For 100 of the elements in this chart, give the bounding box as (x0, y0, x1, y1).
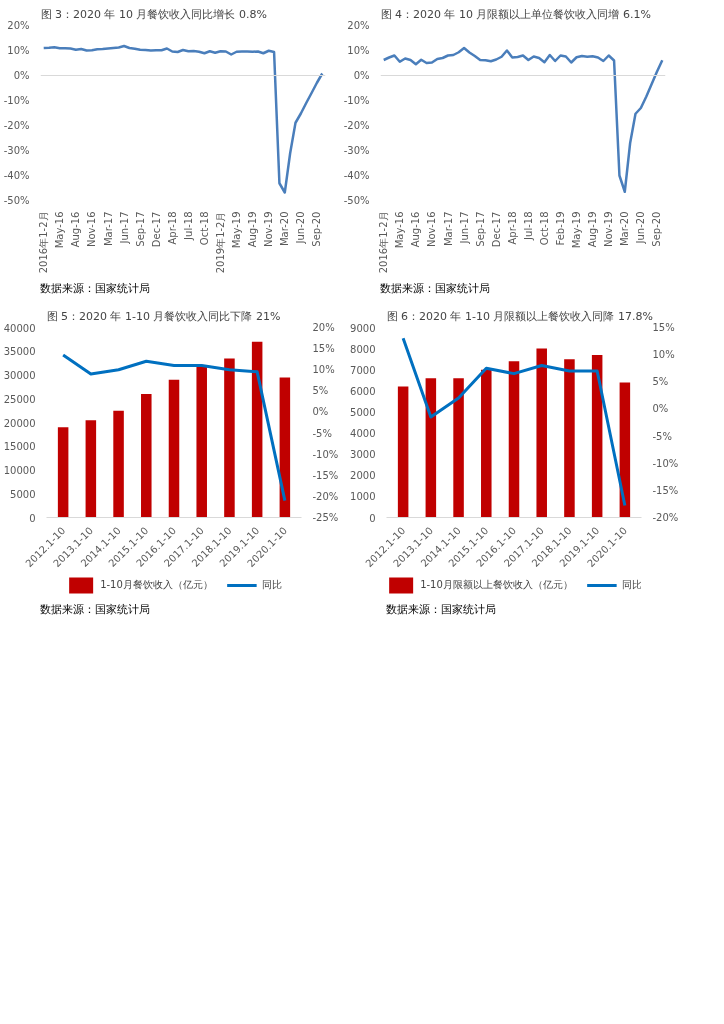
line-series (61, 353, 287, 502)
legend-label: 1-10月餐饮收入（亿元） (100, 577, 213, 592)
y-tick-label: 25000 (3, 393, 36, 405)
legend-label: 同比 (621, 577, 642, 592)
y-tick-label: 15000 (3, 440, 36, 452)
y-tick-label: 5000 (10, 488, 36, 500)
x-tick-label: Sep-17 (474, 211, 486, 247)
y-tick-label: 10000 (3, 464, 36, 476)
chart-title: 图 6：2020 年 1-10 月限额以上餐饮收入同降 17.8% (386, 309, 653, 323)
y-tick-label: -20% (3, 120, 30, 131)
source-note: 数据来源：国家统计局 (380, 281, 490, 297)
x-tick-label: Nov-19 (263, 211, 275, 248)
y2-tick-label: 5% (312, 385, 329, 397)
y-tick-label: -10% (343, 95, 370, 106)
y-tick-label: 20000 (3, 417, 36, 429)
bar (85, 419, 97, 518)
x-tick-label: Jul-18 (182, 211, 194, 241)
y-tick-label: 7000 (350, 364, 376, 376)
y-tick-label: 3000 (350, 448, 376, 460)
x-tick-label: Jun-20 (635, 211, 647, 245)
bar (168, 379, 180, 518)
x-tick-label: Jun-20 (295, 211, 307, 245)
y2-tick-label: -25% (312, 511, 339, 523)
y2-tick-label: -10% (652, 457, 679, 469)
x-tick-label: May-16 (394, 211, 406, 249)
bar (397, 386, 409, 518)
y-tick-label: 0 (29, 512, 36, 524)
y-tick-label: -10% (3, 95, 30, 106)
y-tick-label: 0% (13, 70, 30, 81)
y2-tick-label: -15% (312, 469, 339, 481)
x-tick-label: May-19 (571, 211, 583, 249)
source-note: 数据来源：国家统计局 (386, 601, 496, 618)
x-tick-label: May-19 (231, 211, 243, 249)
bar (425, 377, 437, 518)
x-tick-label: Jul-18 (522, 211, 534, 241)
y-tick-label: -50% (3, 195, 30, 206)
x-tick-label: Mar-20 (619, 211, 631, 247)
x-tick-label: Aug-19 (247, 211, 259, 248)
bar (508, 360, 520, 518)
bar (196, 365, 207, 518)
x-tick-label: Mar-17 (442, 211, 454, 247)
y2-tick-label: -20% (652, 511, 679, 523)
x-tick-label: Aug-19 (587, 211, 599, 248)
x-tick-label: Dec-17 (150, 211, 162, 248)
x-tick-label: 2019年1-2月 (215, 211, 226, 274)
y2-tick-label: -5% (652, 430, 672, 442)
y2-tick-label: 10% (652, 348, 675, 360)
y-tick-label: 6000 (350, 385, 376, 397)
x-tick-label: May-16 (54, 211, 66, 249)
bar (481, 369, 492, 518)
y-tick-label: -40% (343, 170, 370, 181)
x-tick-label: 2016年1-2月 (38, 211, 50, 274)
chart-title: 图 4：2020 年 10 月限额以上单位餐饮收入同增 6.1% (380, 7, 651, 21)
line-series (42, 44, 324, 194)
bar (141, 393, 152, 518)
y2-tick-label: 15% (652, 321, 675, 333)
y2-tick-label: -20% (312, 490, 339, 502)
y-tick-label: -30% (3, 145, 30, 156)
y-tick-label: -50% (343, 195, 370, 206)
x-tick-label: Apr-18 (166, 211, 178, 245)
y2-tick-label: -5% (312, 427, 332, 439)
x-tick-label: Nov-16 (86, 211, 98, 248)
y2-tick-label: 5% (652, 375, 669, 387)
x-tick-label: Dec-17 (490, 211, 502, 248)
y-tick-label: 40000 (3, 322, 36, 334)
source-note: 数据来源：国家统计局 (40, 601, 150, 618)
x-tick-label: Sep-20 (311, 211, 323, 247)
legend-label: 1-10月限额以上餐饮收入（亿元） (420, 577, 573, 592)
bar (564, 358, 575, 518)
legend-label: 同比 (261, 577, 282, 592)
y-tick-label: 10% (7, 45, 30, 56)
x-tick-label: Aug-16 (410, 211, 422, 248)
x-tick-label: 2016年1-2月 (378, 211, 390, 274)
y-tick-label: 2000 (350, 469, 376, 481)
y-tick-label: 20% (7, 20, 30, 31)
x-tick-label: Oct-18 (198, 211, 210, 246)
x-tick-label: Jun-17 (458, 211, 470, 245)
y-tick-label: 30000 (3, 369, 36, 381)
bar (57, 426, 69, 518)
line-series (382, 46, 664, 193)
x-tick-label: Mar-20 (279, 211, 291, 247)
y-tick-label: 4000 (350, 427, 376, 439)
bar (224, 358, 235, 518)
source-note: 数据来源：国家统计局 (40, 281, 150, 297)
x-tick-label: Nov-19 (603, 211, 615, 248)
chart-title: 图 3：2020 年 10 月餐饮收入同比增长 0.8% (40, 7, 267, 21)
y-tick-label: 9000 (350, 322, 376, 334)
x-tick-label: Mar-17 (102, 211, 114, 247)
bar (619, 382, 631, 518)
x-tick-label: Sep-17 (134, 211, 146, 247)
x-tick-label: Sep-20 (651, 211, 663, 247)
line-series (401, 336, 627, 507)
x-tick-label: Feb-19 (555, 211, 566, 246)
y-tick-label: 0% (353, 70, 370, 81)
y-tick-label: 1000 (350, 491, 376, 503)
y2-tick-label: 0% (652, 403, 669, 415)
y-tick-label: 5000 (350, 406, 376, 418)
bar (251, 341, 263, 518)
chart-title: 图 5：2020 年 1-10 月餐饮收入同比下降 21% (46, 309, 281, 323)
y-tick-label: -40% (3, 170, 30, 181)
